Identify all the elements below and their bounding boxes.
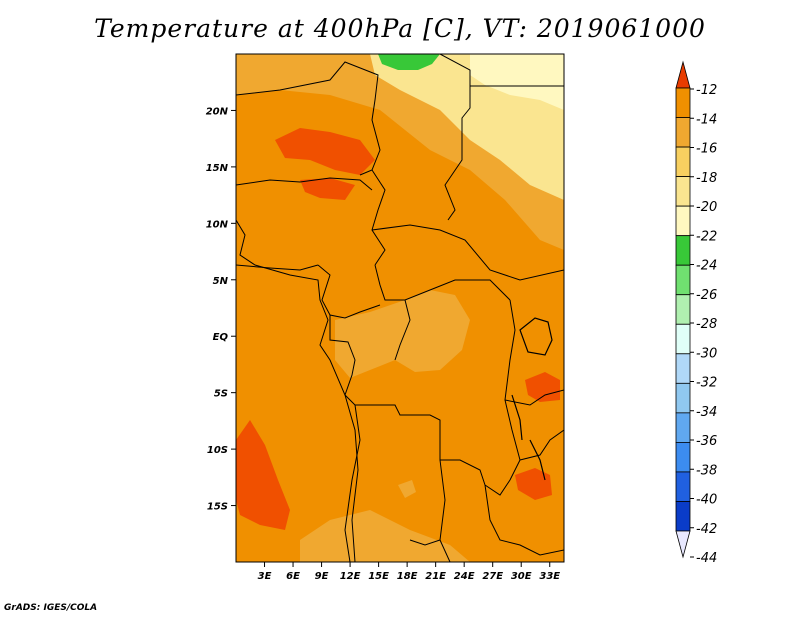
colorbar-label: -12 xyxy=(696,83,717,98)
temperature-field xyxy=(236,54,564,562)
colorbar-swatch xyxy=(675,412,691,443)
lon-tick-label: 18E xyxy=(397,571,418,582)
lat-tick-label: 15S xyxy=(207,502,228,513)
colorbar-label: -30 xyxy=(696,346,717,361)
field-cool-spot xyxy=(398,480,416,498)
colorbar-label: -40 xyxy=(696,493,717,508)
field-warm-east xyxy=(515,468,552,500)
colorbar-swatch xyxy=(675,441,691,473)
country-borders xyxy=(236,54,564,562)
lon-tick-label: 6E xyxy=(286,571,300,582)
colorbar-label: -28 xyxy=(696,317,717,332)
colorbar-bottom-arrow xyxy=(675,530,691,559)
lon-tick-label: 9E xyxy=(315,571,329,582)
colorbar-swatch xyxy=(675,176,691,207)
field-warm-sahel xyxy=(275,128,375,175)
colorbar-swatch xyxy=(675,146,691,177)
lat-tick-label: 10S xyxy=(207,445,228,456)
colorbar-swatch xyxy=(675,294,691,325)
lon-tick-label: 15E xyxy=(368,571,389,582)
colorbar-label: -22 xyxy=(696,229,717,244)
lat-tick-label: 20N xyxy=(206,106,229,117)
lon-tick-label: 21E xyxy=(425,571,446,582)
colorbar-label: -18 xyxy=(696,171,717,186)
lat-tick-label: 10N xyxy=(206,219,229,230)
lakes xyxy=(511,317,553,481)
colorbar-swatch xyxy=(675,501,691,532)
colorbar-swatch xyxy=(675,264,691,296)
lon-tick-label: 12E xyxy=(340,571,361,582)
coastline xyxy=(236,219,359,562)
colorbar-swatch xyxy=(675,353,691,384)
colorbar-label: -44 xyxy=(696,551,717,566)
field-green-north xyxy=(378,54,440,70)
colorbar-label: -16 xyxy=(696,142,717,157)
colorbar-label: -42 xyxy=(696,522,717,537)
colorbar-swatch xyxy=(675,117,691,148)
lon-tick-label: 30E xyxy=(511,571,532,582)
map-frame xyxy=(235,53,565,563)
lon-tick-label: 33E xyxy=(539,571,560,582)
colorbar-swatch xyxy=(675,323,691,355)
colorbar-label: -20 xyxy=(696,200,717,215)
field-cool-congo xyxy=(335,290,470,378)
lon-axis: 3E 6E 9E 12E 15E 18E 21E 24E 27E 30E 33E xyxy=(258,562,560,582)
colorbar-label: -26 xyxy=(696,288,717,303)
colorbar-swatch xyxy=(675,235,691,266)
colorbar-label: -36 xyxy=(696,434,717,449)
colorbar-swatch xyxy=(675,382,691,414)
field-cool-south xyxy=(300,510,470,562)
lon-tick-label: 3E xyxy=(258,571,272,582)
lon-tick-label: 24E xyxy=(454,571,475,582)
colorbar-top-arrow xyxy=(675,60,691,89)
lat-axis: 20N 15N 10N 5N EQ 5S 10S 15S xyxy=(206,106,236,513)
colorbar-swatch xyxy=(675,205,691,237)
colorbar: -12 -14 -16 -18 -20 -22 -24 -26 -28 -30 -32 -34 -36 -… xyxy=(675,60,717,566)
field-warm-atlantic xyxy=(236,420,290,530)
colorbar-swatch xyxy=(675,87,691,118)
lat-tick-label: EQ xyxy=(213,332,229,343)
grads-credit: GrADS: IGES/COLA xyxy=(4,603,98,613)
map-title: Temperature at 400hPa [C], VT: 201906100… xyxy=(94,14,706,43)
colorbar-swatch xyxy=(675,471,691,502)
lat-tick-label: 15N xyxy=(206,163,229,174)
field-coolest-north xyxy=(470,54,564,110)
colorbar-label: -34 xyxy=(696,405,717,420)
lat-tick-label: 5N xyxy=(213,276,229,287)
field-warm-chad xyxy=(300,178,355,200)
colorbar-label: -24 xyxy=(696,259,717,274)
colorbar-label: -14 xyxy=(696,112,717,127)
lon-tick-label: 27E xyxy=(482,571,503,582)
colorbar-label: -32 xyxy=(696,376,717,391)
field-warm-rift xyxy=(525,372,560,402)
lat-tick-label: 5S xyxy=(214,389,228,400)
colorbar-label: -38 xyxy=(696,463,717,478)
